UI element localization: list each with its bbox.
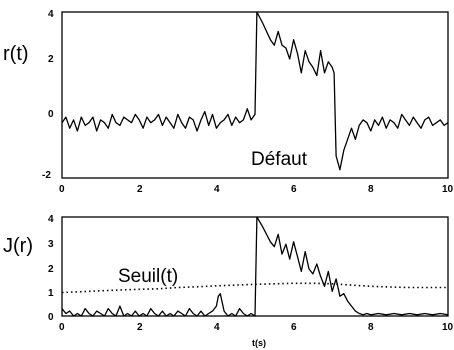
bottom-series-line-0	[61, 216, 449, 317]
top-plot-frame	[61, 11, 449, 179]
annotation-defaut: Défaut	[251, 149, 308, 170]
top-xtick-6: 6	[291, 184, 297, 195]
bottom-ytick-1: 1	[48, 288, 54, 299]
bottom-ylabel: J(r)	[3, 235, 33, 257]
top-ytick-2: 2	[48, 54, 54, 65]
top-series-line-0	[61, 11, 449, 171]
top-xtick-0: 0	[59, 184, 65, 195]
bottom-ytick-2: 2	[48, 264, 54, 275]
bottom-xtick-0: 0	[59, 322, 65, 333]
bottom-xtick-4: 4	[214, 322, 220, 333]
bottom-threshold-line	[61, 282, 448, 294]
top-panel: r(t) 4 2 0 -2 0 2 4 6 8 10 Défaut	[3, 9, 454, 195]
bottom-panel: J(r) 4 3 2 1 0 0 2 4 6 8 10 t(s) Seuil(t…	[3, 214, 454, 348]
top-xtick-2: 2	[137, 184, 143, 195]
bottom-xtick-6: 6	[291, 322, 297, 333]
bottom-ytick-0: 0	[48, 312, 54, 323]
top-xtick-10: 10	[442, 184, 454, 195]
bottom-ytick-4: 4	[48, 214, 54, 225]
bottom-xlabel: t(s)	[252, 338, 266, 348]
bottom-xtick-8: 8	[368, 322, 374, 333]
top-ylabel: r(t)	[3, 43, 29, 65]
top-xtick-8: 8	[368, 184, 374, 195]
bottom-xtick-2: 2	[137, 322, 143, 333]
top-xtick-4: 4	[214, 184, 220, 195]
bottom-xtick-10: 10	[442, 322, 454, 333]
top-ytick-4: 4	[48, 9, 54, 20]
top-ytick-neg2: -2	[42, 170, 51, 181]
top-ytick-0: 0	[48, 109, 54, 120]
bottom-ytick-3: 3	[48, 239, 54, 250]
annotation-seuil: Seuil(t)	[118, 266, 178, 287]
